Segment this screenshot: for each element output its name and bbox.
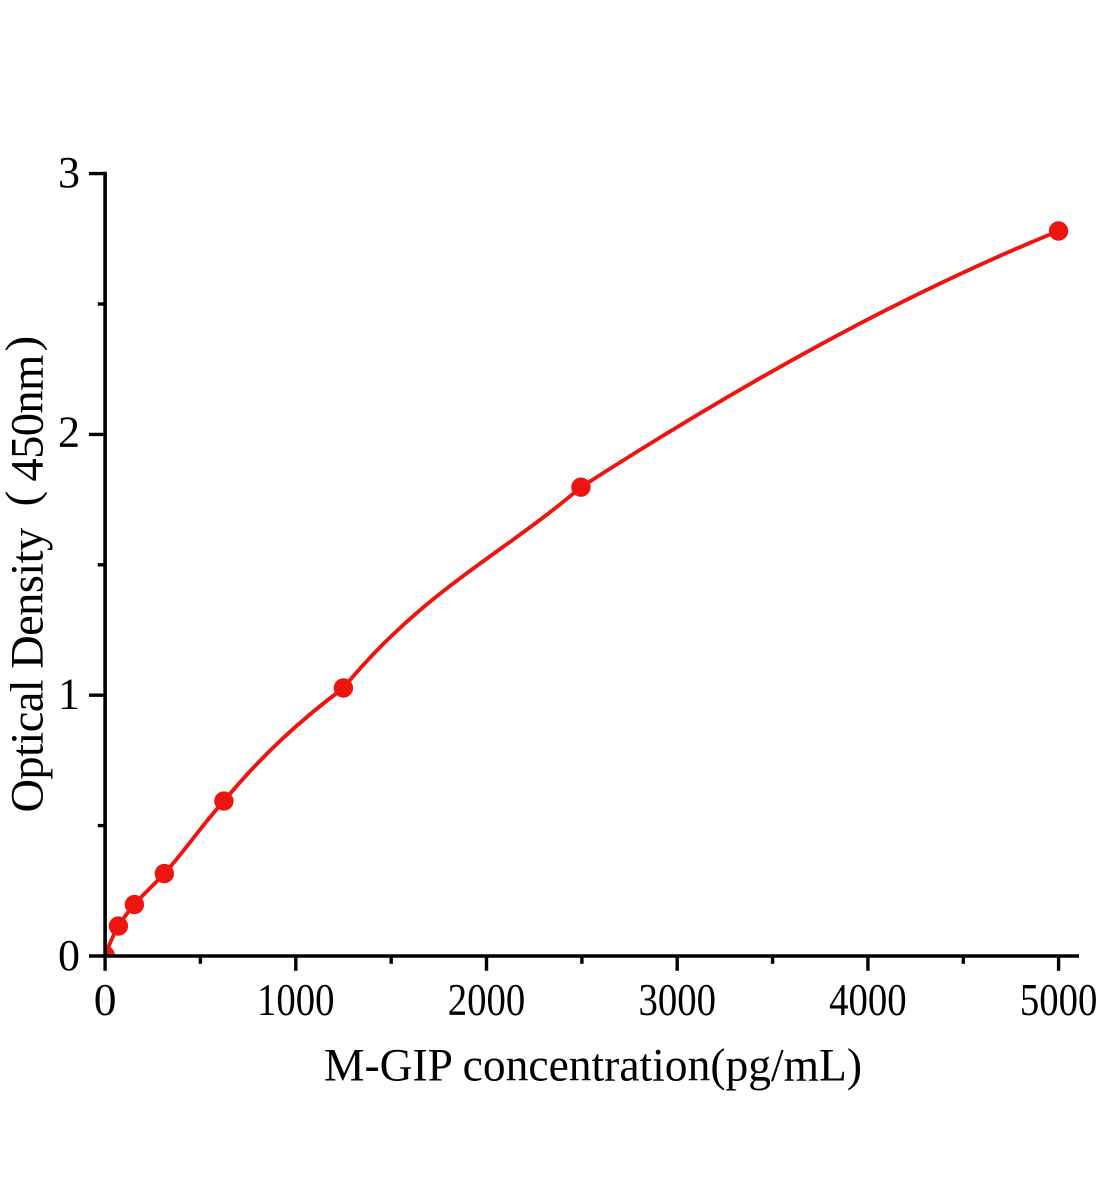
svg-text:3: 3 xyxy=(58,148,80,197)
svg-text:1: 1 xyxy=(58,670,80,719)
svg-text:1000: 1000 xyxy=(257,974,335,1025)
svg-text:3000: 3000 xyxy=(638,974,716,1025)
svg-text:0: 0 xyxy=(94,974,117,1025)
svg-text:2: 2 xyxy=(58,408,80,457)
svg-text:Optical Density(450nm): Optical Density(450nm) xyxy=(0,336,54,812)
svg-text:M-GIP concentration(pg/mL): M-GIP concentration(pg/mL) xyxy=(324,1041,862,1092)
svg-text:0: 0 xyxy=(58,931,80,980)
svg-text:2000: 2000 xyxy=(448,974,526,1025)
svg-text:4000: 4000 xyxy=(829,974,907,1025)
svg-text:5000: 5000 xyxy=(1020,974,1098,1025)
